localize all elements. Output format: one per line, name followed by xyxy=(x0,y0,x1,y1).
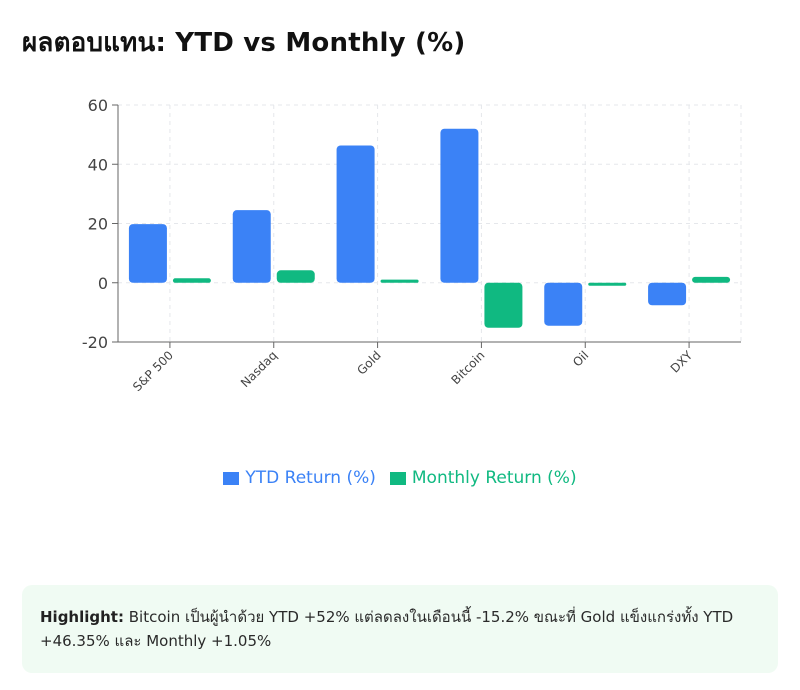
bar-ytd-0[interactable] xyxy=(128,224,167,283)
bar-monthly-5[interactable] xyxy=(692,276,731,283)
legend-label-monthly: Monthly Return (%) xyxy=(411,468,577,488)
y-tick-label: 0 xyxy=(98,274,108,293)
legend-item-ytd[interactable]: YTD Return (%) xyxy=(223,468,376,488)
highlight-box: Highlight: Bitcoin เป็นผู้นำด้วย YTD +52… xyxy=(22,585,778,673)
bar-chart: 60 40 20 0 -20 S&P 500 Nasdaq Gold Bitcoin Oil DXY xyxy=(82,96,742,394)
highlight-label: Highlight: xyxy=(40,608,124,626)
y-tick-label: -20 xyxy=(82,333,108,352)
x-tick-label: Oil xyxy=(570,348,591,369)
legend-label-ytd: YTD Return (%) xyxy=(245,468,376,488)
bar-ytd-3[interactable] xyxy=(440,128,479,283)
bar-ytd-4[interactable] xyxy=(544,282,583,326)
bar-monthly-3[interactable] xyxy=(484,282,523,328)
x-tick-label: Nasdaq xyxy=(238,348,280,390)
bar-monthly-1[interactable] xyxy=(276,270,315,283)
y-tick-label: 60 xyxy=(88,96,108,115)
chart-legend: YTD Return (%) Monthly Return (%) xyxy=(0,468,800,488)
x-tick-label: Bitcoin xyxy=(449,348,488,387)
y-tick-label: 40 xyxy=(88,155,108,174)
page-title: ผลตอบแทน: YTD vs Monthly (%) xyxy=(22,28,466,58)
bar-ytd-2[interactable] xyxy=(336,145,375,283)
x-tick-label: DXY xyxy=(668,348,696,376)
legend-swatch-monthly xyxy=(389,471,406,485)
bar-monthly-4[interactable] xyxy=(588,282,627,286)
legend-swatch-ytd xyxy=(223,471,240,485)
bar-monthly-2[interactable] xyxy=(380,279,419,283)
y-tick-label: 20 xyxy=(88,215,108,234)
x-tick-label: Gold xyxy=(354,348,383,377)
bar-ytd-5[interactable] xyxy=(648,282,687,306)
legend-item-monthly[interactable]: Monthly Return (%) xyxy=(389,468,577,488)
x-tick-label: S&P 500 xyxy=(130,348,176,394)
bar-monthly-0[interactable] xyxy=(172,278,211,283)
bar-ytd-1[interactable] xyxy=(232,210,271,283)
highlight-text: Bitcoin เป็นผู้นำด้วย YTD +52% แต่ลดลงใน… xyxy=(40,608,734,650)
